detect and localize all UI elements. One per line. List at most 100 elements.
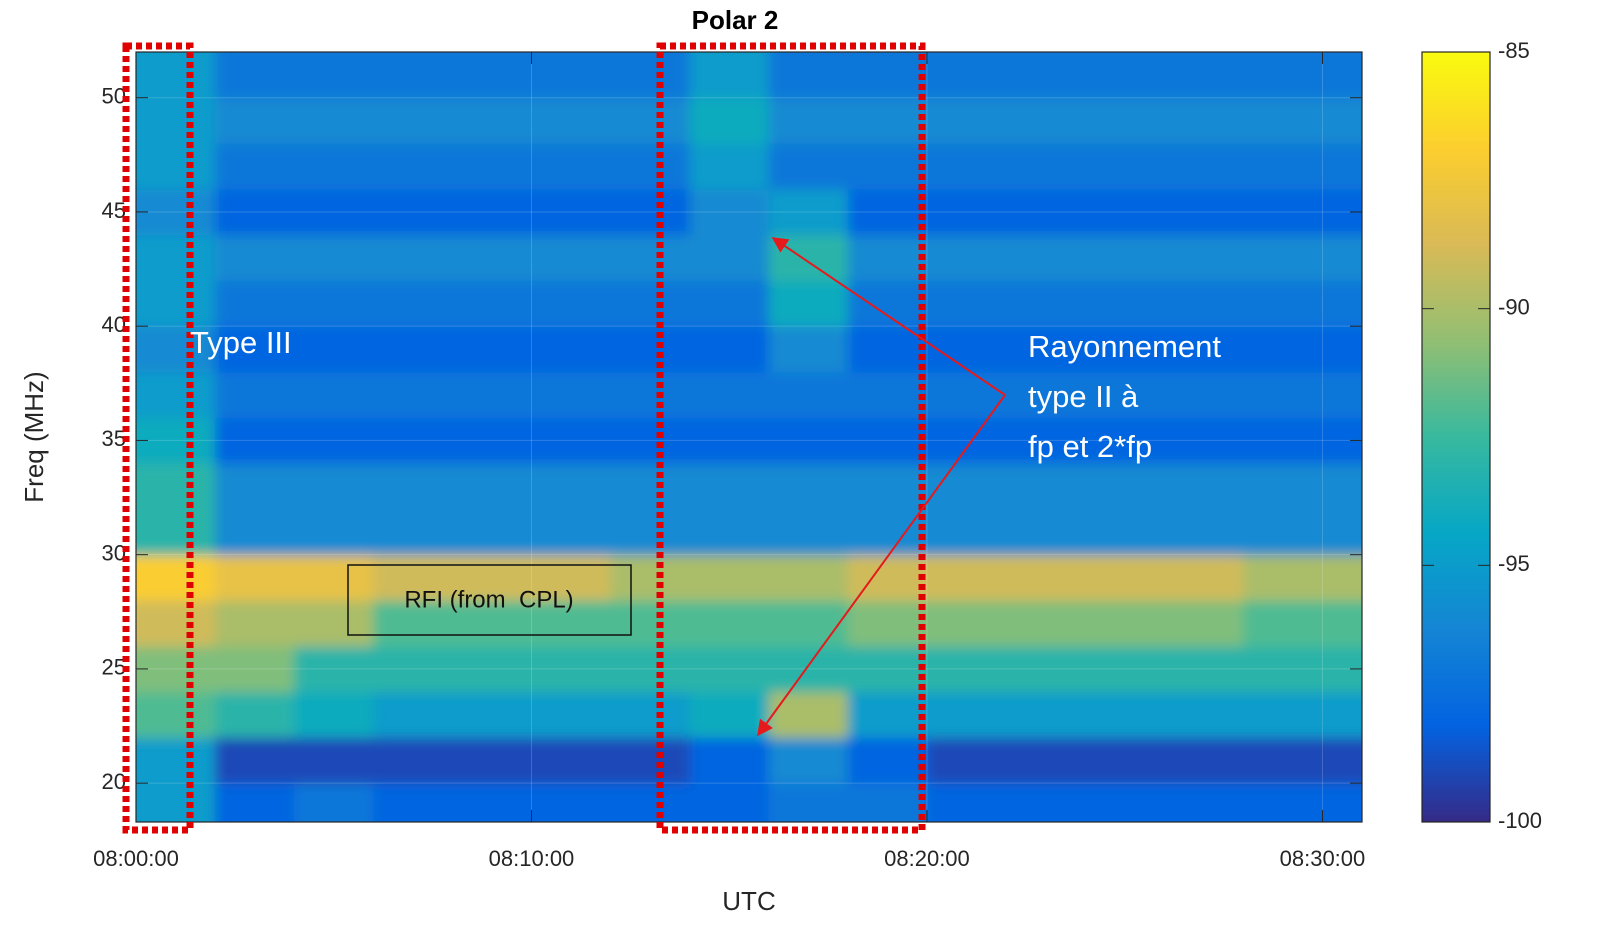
x-tick-label: 08:30:00 — [1280, 846, 1366, 871]
heat-cell — [610, 371, 691, 419]
heat-cell — [1006, 783, 1086, 822]
heat-cell — [1164, 143, 1244, 190]
heat-cell — [768, 737, 849, 784]
heat-cell — [373, 280, 453, 327]
colorbar-scale — [1421, 51, 1491, 823]
heat-cell — [373, 783, 453, 822]
heat-cell — [1085, 600, 1165, 647]
heat-cell — [768, 554, 849, 601]
heat-cell — [689, 600, 770, 647]
heat-cell — [136, 737, 216, 784]
heat-cell — [452, 783, 532, 822]
heat-cell — [215, 783, 295, 822]
heat-cell — [294, 97, 374, 144]
heat-cell — [1243, 143, 1362, 190]
annotation: RFI (from CPL) — [404, 586, 573, 613]
heat-cell — [1243, 600, 1362, 647]
heat-cell — [689, 737, 770, 784]
heat-cell — [689, 783, 770, 822]
heat-cell — [373, 234, 453, 281]
heat-cell — [926, 691, 1007, 738]
heat-cell — [689, 52, 770, 99]
heat-cell — [1006, 554, 1086, 601]
chart-title: Polar 2 — [692, 5, 779, 35]
heat-cell — [1243, 783, 1362, 822]
heat-cell — [373, 691, 453, 738]
heat-cell — [847, 143, 928, 190]
heat-cell — [1085, 646, 1165, 693]
heat-cell — [215, 417, 295, 464]
plot-frame — [135, 51, 1363, 823]
colorbar: -100 -95 -90 -85 — [1421, 38, 1542, 833]
heat-cell — [689, 326, 770, 373]
heat-cell — [1243, 280, 1362, 327]
heat-cell — [610, 280, 691, 327]
x-tick-label: 08:10:00 — [489, 846, 575, 871]
heat-cell — [373, 646, 453, 693]
heat-cell — [294, 691, 374, 738]
colorbar-tick-label: -100 — [1498, 808, 1542, 833]
heat-cell — [215, 600, 295, 647]
heat-cell — [1085, 691, 1165, 738]
heatmap — [136, 52, 1362, 822]
heat-cell — [136, 508, 216, 556]
heat-cell — [610, 417, 691, 464]
heat-cell — [847, 600, 928, 647]
heat-cell — [373, 189, 453, 236]
heat-cell — [531, 463, 612, 510]
heat-cell — [847, 417, 928, 464]
heat-cell — [531, 234, 612, 281]
heat-cell — [531, 143, 612, 190]
y-tick-label: 30 — [102, 540, 126, 565]
heat-cell — [926, 189, 1007, 236]
heat-cell — [373, 737, 453, 784]
heat-cell — [136, 600, 216, 647]
heat-cell — [768, 143, 849, 190]
heat-cell — [452, 691, 532, 738]
heat-cell — [610, 143, 691, 190]
heat-cell — [531, 280, 612, 327]
heat-cell — [215, 691, 295, 738]
heat-cell — [847, 737, 928, 784]
heat-cell — [531, 554, 612, 601]
heat-cell — [215, 189, 295, 236]
heat-cell — [768, 52, 849, 99]
annotation: type II à — [1028, 379, 1139, 414]
heat-cell — [847, 508, 928, 556]
heat-cell — [452, 97, 532, 144]
heat-cell — [1243, 554, 1362, 601]
heat-cell — [926, 417, 1007, 464]
heat-cell — [294, 783, 374, 822]
heat-cell — [136, 326, 216, 373]
heat-cell — [610, 737, 691, 784]
heat-cell — [1006, 371, 1086, 419]
heat-cell — [373, 52, 453, 99]
heat-cell — [215, 52, 295, 99]
heat-cell — [768, 600, 849, 647]
heat-cell — [610, 234, 691, 281]
heat-cell — [1164, 52, 1244, 99]
heat-cell — [294, 189, 374, 236]
heat-cell — [610, 554, 691, 601]
heat-cell — [1085, 143, 1165, 190]
heat-cell — [926, 143, 1007, 190]
heat-cell — [373, 371, 453, 419]
heat-cell — [1006, 508, 1086, 556]
heat-cell — [926, 600, 1007, 647]
heat-cell — [689, 417, 770, 464]
heat-cell — [1164, 554, 1244, 601]
axes: 20 25 30 35 40 45 50 08:00:00 08:10:00 08:20:00 08… — [93, 52, 1365, 871]
heat-cell — [1006, 417, 1086, 464]
heat-cell — [1243, 371, 1362, 419]
heat-cell — [926, 783, 1007, 822]
x-axis-label: UTC — [722, 886, 775, 916]
heat-cell — [452, 280, 532, 327]
heat-cell — [136, 463, 216, 510]
heat-cell — [1243, 326, 1362, 373]
heat-cell — [452, 326, 532, 373]
heat-cell — [926, 52, 1007, 99]
heat-cell — [847, 52, 928, 99]
heat-cell — [373, 508, 453, 556]
heat-cell — [215, 280, 295, 327]
heat-cell — [1243, 417, 1362, 464]
